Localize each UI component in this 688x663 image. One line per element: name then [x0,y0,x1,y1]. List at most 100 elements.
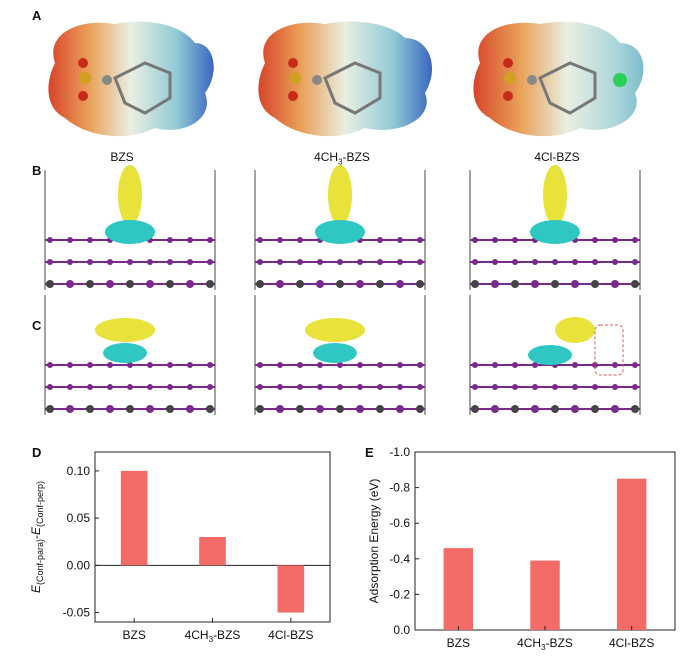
slab-atom [356,280,364,288]
y-axis-title: E(Conf-para)-E(Conf-perp) [29,481,45,593]
slab-atom [377,362,383,368]
esp-map-panel [48,21,644,137]
x-tick-label: 4CH3-BZS [185,628,241,644]
slab-atom [472,237,478,243]
slab-atom [632,362,638,368]
esp-map-bzs [48,21,214,137]
slab-atom [571,280,579,288]
bar-4ch3-bzs [199,537,226,566]
slab-b-1 [44,165,216,290]
y-axis-title-part: - [29,535,43,539]
slab-atom [186,405,194,413]
charge-accumulation [543,165,567,225]
slab-atom [297,362,303,368]
y-tick-label: -1.0 [389,445,410,459]
slab-atom [572,259,578,265]
slab-atom [397,384,403,390]
slab-atom [472,384,478,390]
slab-atom [317,384,323,390]
panel-label-e: E [365,445,374,460]
slab-atom [491,405,499,413]
charge-density-panels [44,165,641,415]
tick-label-part: 3 [541,643,546,652]
slab-atom [417,259,423,265]
x-tick-label: 4Cl-BZS [609,636,654,650]
bar-4cl-bzs [277,565,305,613]
slab-b-3 [469,165,641,290]
slab-atom [126,405,134,413]
slab-atom [591,280,599,288]
slab-atom [257,237,263,243]
slab-atom [357,259,363,265]
slab-atom [337,259,343,265]
slab-atom [356,405,364,413]
slab-atom [631,405,639,413]
tick-label-part: -BZS [213,628,240,642]
molecule-label-4cl-bzs: 4Cl-BZS [534,150,580,164]
bar-bzs [120,470,148,566]
slab-atom [296,280,304,288]
slab-atom [147,384,153,390]
slab-atom [87,259,93,265]
slab-atom [532,384,538,390]
slab-atom [337,384,343,390]
slab-atom [512,362,518,368]
slab-atom [87,384,93,390]
bar-bzs [443,548,474,630]
slab-atom [277,384,283,390]
tick-label-part: 4CH [185,628,209,642]
slab-atom [471,280,479,288]
slab-atom [592,362,598,368]
slab-b-2 [254,165,426,290]
slab-atom [612,237,618,243]
slab-atom [592,384,598,390]
slab-atom [107,384,113,390]
slab-atom [417,237,423,243]
slab-atom [377,259,383,265]
x-tick-label: BZS [447,636,470,650]
charge-depletion [530,220,580,244]
slab-atom [417,384,423,390]
slab-atom [632,384,638,390]
slab-atom [207,362,213,368]
slab-atom [551,405,559,413]
slab-atom [67,384,73,390]
slab-atom [277,237,283,243]
slab-atom [47,237,53,243]
x-tick-label: 4Cl-BZS [268,628,313,642]
slab-atom [126,280,134,288]
slab-atom [276,280,284,288]
molecule-label-ch3-sub: 3 [338,157,343,167]
slab-atom [376,280,384,288]
slab-atom [376,405,384,413]
slab-atom [612,362,618,368]
slab-atom [87,362,93,368]
slab-atom [146,405,154,413]
slab-atom [317,362,323,368]
slab-atom [611,405,619,413]
slab-atom [377,384,383,390]
slab-atom [512,384,518,390]
slab-atom [377,237,383,243]
slab-atom [107,259,113,265]
slab-atom [512,259,518,265]
slab-atom [277,259,283,265]
slab-atom [316,280,324,288]
slab-atom [572,362,578,368]
charge-depletion [528,345,572,365]
y-tick-label: 0.10 [67,464,91,478]
y-tick-label: -0.8 [389,481,410,495]
charge-depletion [105,220,155,244]
slab-atom [167,237,173,243]
slab-atom [396,280,404,288]
charge-accumulation [328,165,352,225]
panel-label-c: C [32,318,42,333]
slab-atom [572,384,578,390]
slab-atom [396,405,404,413]
slab-atom [416,405,424,413]
slab-atom [166,280,174,288]
y-tick-label: 0.05 [67,511,91,525]
slab-atom [106,405,114,413]
